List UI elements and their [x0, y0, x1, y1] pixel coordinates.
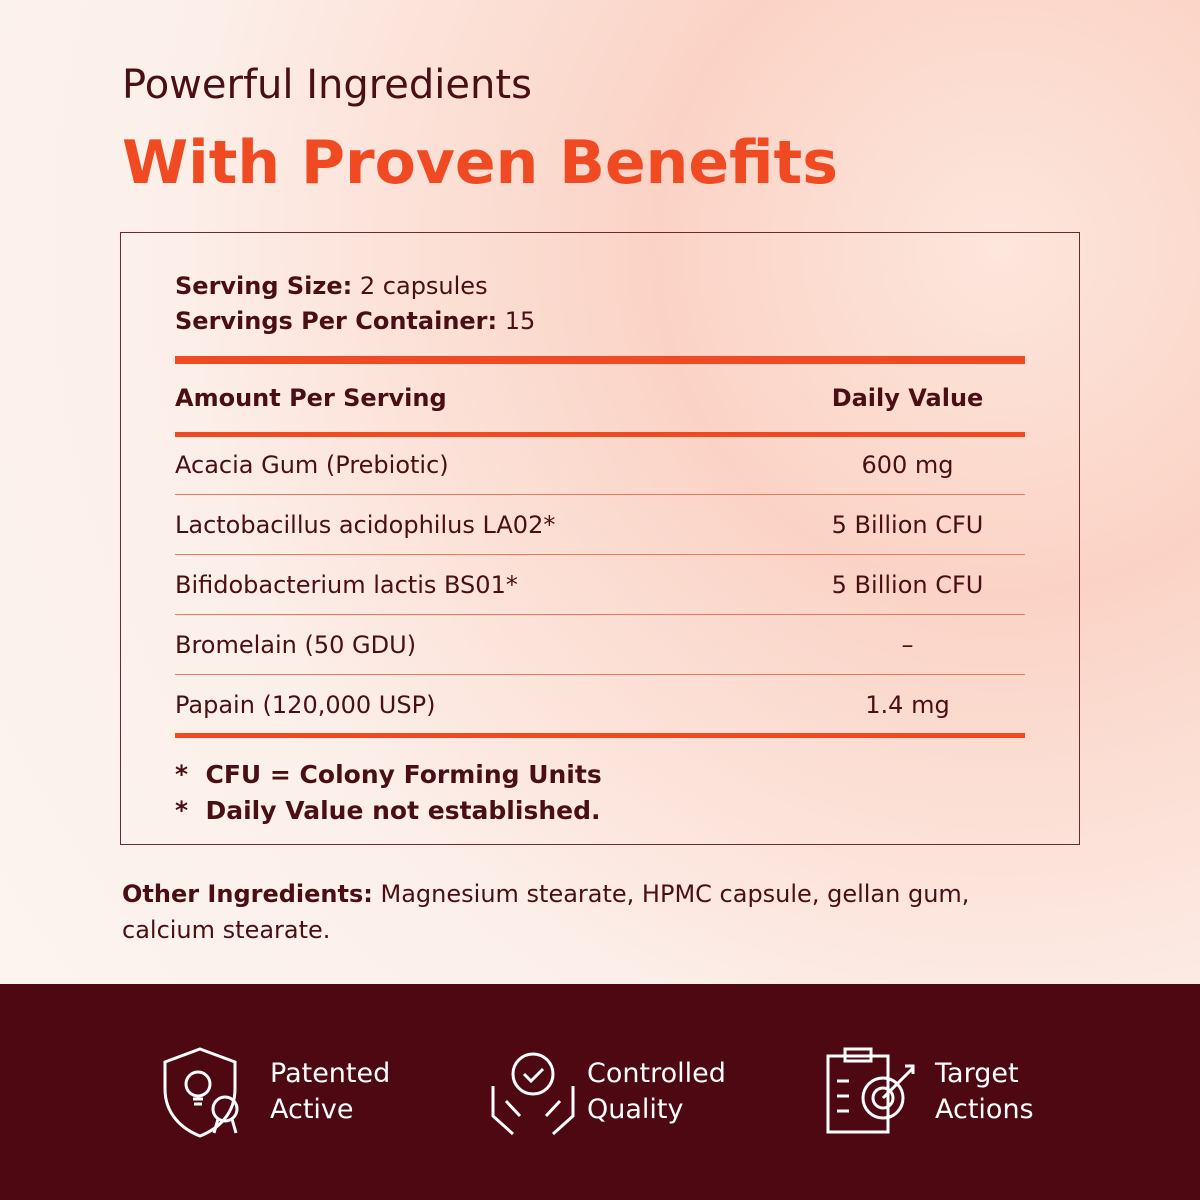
ingredient-name: Bromelain (50 GDU)	[175, 631, 417, 659]
table-header: Amount Per Serving	[175, 384, 447, 412]
ingredient-name: Lactobacillus acidophilus LA02*	[175, 511, 556, 539]
feature-line: Actions	[935, 1094, 1034, 1125]
note: * Daily Value not established.	[175, 796, 601, 825]
feature-line: Patented	[270, 1058, 391, 1089]
feature-label: Controlled Quality	[587, 1056, 726, 1128]
feature-band	[0, 984, 1200, 1200]
servings-per-container: Servings Per Container: 15	[175, 307, 535, 335]
note: * CFU = Colony Forming Units	[175, 760, 602, 789]
feature-label: Patented Active	[270, 1056, 390, 1128]
table-header: Daily Value	[831, 384, 984, 412]
feature-label: Target Actions	[935, 1056, 1034, 1128]
feature-line: Controlled	[587, 1058, 726, 1089]
divider	[175, 356, 1025, 364]
ingredient-amount: 1.4 mg	[865, 691, 950, 719]
feature-line: Active	[270, 1094, 354, 1125]
subtitle: With Proven Benefits	[122, 128, 838, 198]
supplement-panel	[120, 232, 1080, 845]
label: Servings Per Container:	[175, 307, 498, 335]
label: Other Ingredients:	[122, 880, 373, 908]
row-divider	[175, 494, 1025, 495]
value: 2 capsules	[359, 272, 488, 300]
ingredient-amount: 5 Billion CFU	[831, 511, 984, 539]
ingredient-amount: 600 mg	[861, 451, 954, 479]
divider	[175, 432, 1025, 437]
title: Powerful Ingredients	[122, 62, 532, 108]
row-divider	[175, 614, 1025, 615]
ingredient-amount: –	[901, 631, 914, 659]
ingredient-name: Papain (120,000 USP)	[175, 691, 436, 719]
row-divider	[175, 674, 1025, 675]
other-ingredients: Other Ingredients: Magnesium stearate, H…	[122, 876, 1042, 948]
icon	[826, 1047, 915, 1134]
ingredient-name: Bifidobacterium lactis BS01*	[175, 571, 518, 599]
ingredient-name: Acacia Gum (Prebiotic)	[175, 451, 449, 479]
label: Serving Size:	[175, 272, 353, 300]
feature-line: Target	[935, 1058, 1019, 1089]
ingredient-amount: 5 Billion CFU	[831, 571, 984, 599]
divider	[175, 733, 1025, 738]
icon	[491, 1052, 575, 1136]
value: 15	[504, 307, 536, 335]
feature-line: Quality	[587, 1094, 684, 1125]
row-divider	[175, 554, 1025, 555]
text: Magnesium stearate, HPMC capsule, gellan…	[122, 880, 970, 944]
icon	[163, 1047, 239, 1138]
serving-size: Serving Size: 2 capsules	[175, 272, 488, 300]
